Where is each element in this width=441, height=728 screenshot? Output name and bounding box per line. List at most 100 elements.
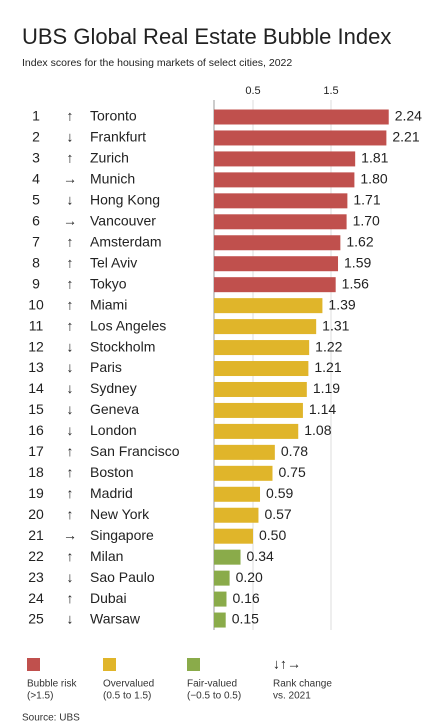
legend-label: Fair-valued [187, 679, 237, 690]
value-label: 0.50 [259, 527, 286, 543]
city-label: Sydney [90, 380, 137, 396]
bar [214, 256, 339, 272]
value-label: 1.59 [344, 254, 371, 270]
bar [214, 528, 253, 544]
rank: 20 [28, 506, 44, 522]
city-label: Amsterdam [90, 233, 162, 249]
city-label: Zurich [90, 150, 129, 166]
value-label: 1.62 [346, 233, 373, 249]
city-label: San Francisco [90, 443, 180, 459]
value-label: 1.22 [315, 338, 342, 354]
x-tick-label: 0.5 [245, 85, 260, 97]
rank-change: ↓ [67, 569, 74, 585]
rank: 13 [28, 359, 44, 375]
rank: 10 [28, 296, 44, 312]
rank: 6 [32, 213, 40, 229]
rank-change: ↑ [67, 150, 74, 166]
rank-change: → [63, 527, 77, 543]
rank: 1 [32, 108, 40, 124]
city-label: London [90, 422, 137, 438]
rank-change: → [63, 171, 77, 187]
source: Source: UBS [22, 713, 80, 724]
rank: 4 [32, 171, 40, 187]
rank-change: ↓ [67, 611, 74, 627]
rank-change: ↓ [67, 129, 74, 145]
rank: 23 [28, 569, 44, 585]
rank-change: ↑ [67, 254, 74, 270]
x-tick-label: 1.5 [323, 85, 338, 97]
bar [214, 591, 227, 607]
value-label: 0.20 [236, 569, 263, 585]
rank-change: ↓ [67, 338, 74, 354]
rank-change: ↑ [67, 590, 74, 606]
city-label: Stockholm [90, 338, 155, 354]
bar [214, 361, 309, 377]
bar [214, 507, 259, 523]
value-label: 0.57 [264, 506, 291, 522]
city-label: Paris [90, 359, 122, 375]
value-label: 1.21 [314, 359, 341, 375]
bar [214, 172, 355, 188]
rank: 9 [32, 275, 40, 291]
bar [214, 151, 356, 167]
rank: 18 [28, 464, 44, 480]
bar [214, 277, 336, 293]
rank-change: → [63, 213, 77, 229]
value-label: 1.80 [360, 171, 387, 187]
rank: 15 [28, 401, 44, 417]
bar [214, 423, 299, 439]
city-label: Hong Kong [90, 192, 160, 208]
legend-label: Bubble risk [27, 679, 77, 690]
rank: 17 [28, 443, 44, 459]
city-label: Vancouver [90, 213, 156, 229]
legend-swatch [187, 658, 200, 671]
city-label: Tel Aviv [90, 254, 137, 270]
value-label: 0.75 [279, 464, 306, 480]
rank: 8 [32, 254, 40, 270]
city-label: Toronto [90, 108, 137, 124]
city-label: Frankfurt [90, 129, 146, 145]
rank-change: ↑ [67, 443, 74, 459]
value-label: 0.59 [266, 485, 293, 501]
rank-change: ↑ [67, 317, 74, 333]
bar [214, 340, 310, 356]
city-label: Singapore [90, 527, 154, 543]
bar [214, 193, 348, 209]
value-label: 1.71 [353, 192, 380, 208]
value-label: 1.08 [304, 422, 331, 438]
rank-change: ↓ [67, 359, 74, 375]
value-label: 1.14 [309, 401, 336, 417]
legend-swatch [27, 658, 40, 671]
legend-swatch [103, 658, 116, 671]
city-label: Munich [90, 171, 135, 187]
legend-label: (0.5 to 1.5) [103, 691, 151, 702]
bar [214, 319, 317, 335]
rank: 3 [32, 150, 40, 166]
rank-change: ↑ [67, 464, 74, 480]
bar [214, 235, 341, 251]
city-label: Dubai [90, 590, 127, 606]
legend-label: Overvalued [103, 679, 154, 690]
value-label: 1.31 [322, 317, 349, 333]
city-label: Milan [90, 548, 123, 564]
rank-change: ↑ [67, 233, 74, 249]
rank: 16 [28, 422, 44, 438]
rank: 21 [28, 527, 44, 543]
legend-label: (>1.5) [27, 691, 53, 702]
bar [214, 465, 273, 481]
rank-change: ↓ [67, 422, 74, 438]
city-label: Miami [90, 296, 127, 312]
chart-subtitle: Index scores for the housing markets of … [22, 57, 292, 69]
bar [214, 130, 387, 146]
city-label: Warsaw [90, 611, 141, 627]
bar [214, 444, 275, 460]
rank-change: ↑ [67, 485, 74, 501]
value-label: 2.21 [392, 129, 419, 145]
legend-label: (−0.5 to 0.5) [187, 691, 241, 702]
city-label: Los Angeles [90, 317, 166, 333]
city-label: Tokyo [90, 275, 127, 291]
value-label: 1.70 [353, 213, 380, 229]
rank: 7 [32, 233, 40, 249]
city-label: Sao Paulo [90, 569, 155, 585]
value-label: 0.78 [281, 443, 308, 459]
